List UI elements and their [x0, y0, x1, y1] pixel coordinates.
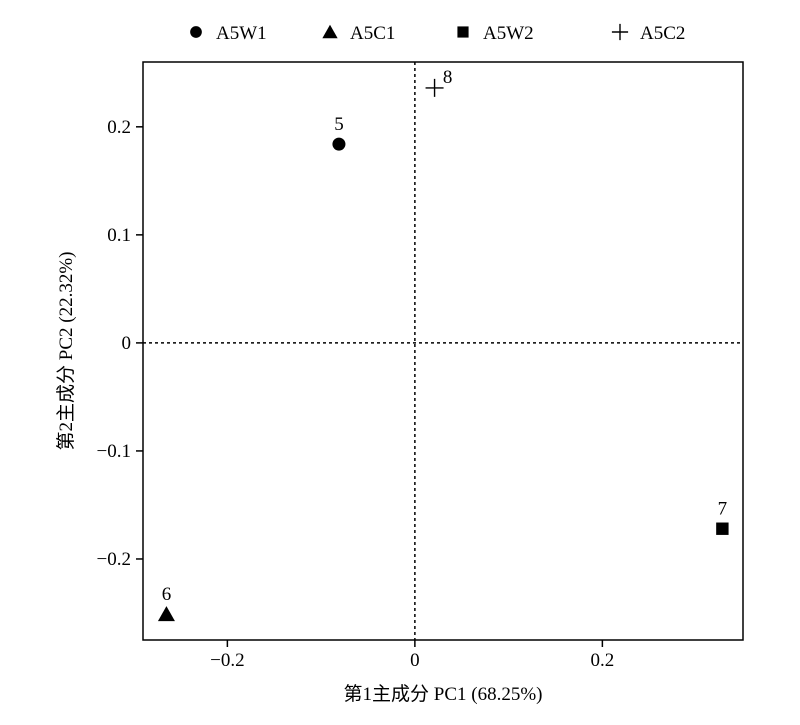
legend-marker-a5w2 — [457, 26, 469, 38]
y-axis-label: 第2主成分 PC2 (22.32%) — [55, 252, 77, 451]
data-points: 5 6 7 8 — [157, 67, 729, 622]
data-label: 8 — [443, 67, 453, 88]
x-axis-label: 第1主成分 PC1 (68.25%) — [344, 683, 543, 705]
x-tick-label: 0 — [410, 650, 420, 671]
y-tick-label: −0.1 — [97, 441, 131, 462]
x-axis-ticks: −0.2 0 0.2 — [210, 640, 614, 671]
legend-marker-a5c1 — [322, 24, 338, 39]
data-label: 7 — [718, 499, 728, 520]
legend-marker-a5w1 — [190, 26, 202, 38]
legend: A5W1 A5C1 A5W2 A5C2 — [190, 23, 685, 44]
data-label: 5 — [334, 114, 344, 135]
legend-label: A5C1 — [350, 23, 395, 44]
x-tick-label: −0.2 — [210, 650, 244, 671]
y-tick-label: 0.1 — [107, 225, 131, 246]
plot-frame — [142, 61, 744, 641]
legend-marker-a5c2 — [611, 23, 629, 41]
x-tick-label: 0.2 — [591, 650, 615, 671]
legend-label: A5W2 — [483, 23, 534, 44]
data-point-a5w2 — [716, 522, 729, 535]
data-point-a5w1 — [332, 137, 346, 151]
y-tick-label: 0.2 — [107, 117, 131, 138]
data-point-a5c1 — [157, 606, 175, 622]
legend-label: A5W1 — [216, 23, 267, 44]
data-point-a5c2 — [425, 78, 444, 97]
legend-label: A5C2 — [640, 23, 685, 44]
y-tick-label: −0.2 — [97, 549, 131, 570]
y-axis-ticks: −0.2 −0.1 0 0.1 0.2 — [97, 117, 143, 570]
y-tick-label: 0 — [122, 333, 132, 354]
data-label: 6 — [162, 584, 172, 605]
